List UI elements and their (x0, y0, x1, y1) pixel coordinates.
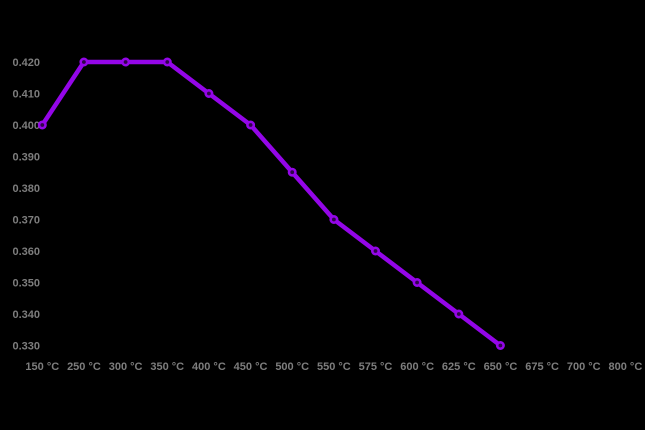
x-tick-label: 250 °C (67, 361, 101, 373)
x-tick-label: 550 °C (317, 361, 351, 373)
x-tick-label: 700 °C (567, 361, 601, 373)
data-point-marker (204, 89, 214, 99)
data-point-marker (287, 167, 297, 177)
y-tick-label: 0.340 (12, 309, 40, 321)
x-tick-label: 600 °C (400, 361, 434, 373)
data-point-marker (121, 57, 131, 67)
data-point-marker (454, 309, 464, 319)
x-tick-label: 575 °C (359, 361, 393, 373)
data-point-marker (246, 120, 256, 130)
x-tick-label: 800 °C (609, 361, 643, 373)
x-tick-label: 625 °C (442, 361, 476, 373)
data-point-marker (37, 120, 47, 130)
y-tick-label: 0.330 (12, 341, 40, 353)
y-tick-label: 0.400 (12, 120, 40, 132)
y-tick-label: 0.370 (12, 215, 40, 227)
data-point-marker (370, 246, 380, 256)
data-point-marker (329, 215, 339, 225)
y-tick-label: 0.390 (12, 152, 40, 164)
x-tick-label: 150 °C (25, 361, 59, 373)
y-tick-label: 0.410 (12, 89, 40, 101)
data-point-marker (79, 57, 89, 67)
y-tick-label: 0.360 (12, 246, 40, 258)
x-tick-label: 650 °C (484, 361, 518, 373)
x-tick-label: 675 °C (525, 361, 559, 373)
x-tick-label: 450 °C (234, 361, 268, 373)
data-point-marker (412, 277, 422, 287)
x-tick-label: 500 °C (275, 361, 309, 373)
y-tick-label: 0.380 (12, 183, 40, 195)
data-point-marker (162, 57, 172, 67)
x-tick-label: 350 °C (150, 361, 184, 373)
data-point-marker (495, 340, 505, 350)
x-tick-label: 300 °C (109, 361, 143, 373)
data-line (40, 59, 503, 348)
y-tick-label: 0.420 (12, 57, 40, 69)
x-tick-label: 400 °C (192, 361, 226, 373)
y-tick-label: 0.350 (12, 278, 40, 290)
